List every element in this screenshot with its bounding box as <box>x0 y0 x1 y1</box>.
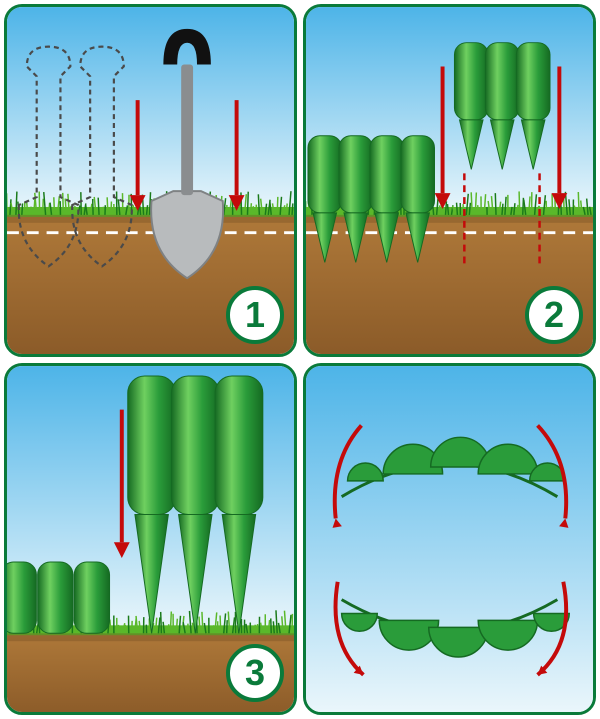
panel-2: 2 <box>303 4 596 357</box>
step-number-badge: 2 <box>525 286 583 344</box>
panel-1: 1 <box>4 4 297 357</box>
panel-4 <box>303 363 596 716</box>
panel-3: 3 <box>4 363 297 716</box>
step-number-badge: 1 <box>226 286 284 344</box>
step-number-badge: 3 <box>226 644 284 702</box>
